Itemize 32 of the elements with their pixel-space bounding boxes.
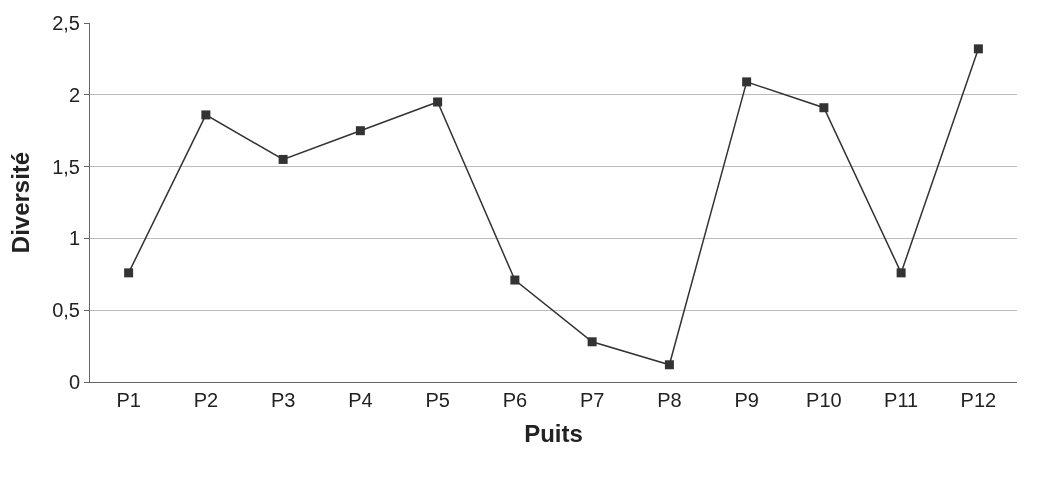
- point: [201, 110, 211, 120]
- x-tick-label: P8: [657, 389, 682, 411]
- x-tick-label: P6: [502, 389, 528, 411]
- point: [510, 275, 520, 285]
- x-tick-label: P10: [806, 389, 842, 411]
- point: [973, 44, 983, 54]
- y-tick-label: 2,5: [52, 12, 80, 34]
- point: [587, 337, 597, 347]
- y-tick-label: 2: [68, 83, 80, 106]
- y-tick-label: 0,5: [52, 299, 80, 322]
- x-tick-label: P11: [884, 389, 919, 411]
- x-tick-label: P9: [734, 389, 759, 411]
- y-tick-label: 0: [68, 371, 80, 393]
- x-tick-label: P4: [348, 389, 373, 411]
- y-axis-title: Diversité: [7, 151, 35, 254]
- x-tick-label: P7: [579, 389, 605, 411]
- x-tick-label: P2: [193, 389, 219, 411]
- point: [355, 126, 365, 136]
- point: [896, 268, 906, 278]
- point: [433, 97, 443, 107]
- x-tick-label: P5: [425, 389, 450, 411]
- x-tick-label: P3: [270, 389, 296, 411]
- point: [278, 154, 288, 164]
- x-tick-label: P1: [116, 389, 141, 411]
- y-tick-label: 1,5: [52, 155, 80, 178]
- point: [124, 268, 134, 278]
- y-tick-label: 1: [68, 227, 80, 250]
- point: [819, 103, 829, 113]
- x-tick-label: P12: [960, 389, 997, 411]
- x-axis-title: Puits: [524, 420, 583, 448]
- point: [664, 360, 674, 370]
- point: [742, 77, 752, 87]
